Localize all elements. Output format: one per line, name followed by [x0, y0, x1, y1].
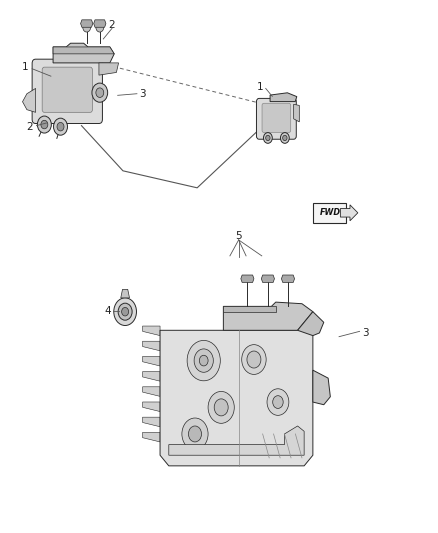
FancyBboxPatch shape	[262, 103, 291, 132]
FancyArrow shape	[340, 205, 358, 221]
Polygon shape	[313, 370, 330, 405]
Circle shape	[57, 123, 64, 131]
Circle shape	[194, 349, 213, 372]
Text: 1: 1	[257, 82, 264, 92]
Polygon shape	[143, 387, 160, 397]
Text: 3: 3	[362, 328, 369, 338]
Circle shape	[96, 22, 104, 32]
Polygon shape	[121, 289, 130, 298]
Circle shape	[182, 418, 208, 450]
Circle shape	[208, 391, 234, 423]
Circle shape	[214, 399, 228, 416]
Text: 1: 1	[21, 62, 28, 72]
Circle shape	[273, 395, 283, 408]
Circle shape	[188, 426, 201, 442]
Polygon shape	[169, 426, 304, 455]
Circle shape	[187, 341, 220, 381]
Polygon shape	[143, 417, 160, 427]
Polygon shape	[94, 20, 106, 27]
Circle shape	[280, 133, 289, 143]
Circle shape	[118, 303, 132, 320]
Polygon shape	[223, 302, 313, 330]
FancyBboxPatch shape	[32, 59, 102, 124]
Circle shape	[92, 83, 108, 102]
Circle shape	[83, 22, 91, 32]
Circle shape	[41, 120, 48, 129]
Polygon shape	[143, 372, 160, 381]
Polygon shape	[53, 43, 114, 63]
Polygon shape	[99, 63, 119, 75]
Polygon shape	[241, 275, 254, 282]
Circle shape	[283, 135, 287, 141]
Polygon shape	[143, 357, 160, 366]
Polygon shape	[297, 312, 324, 336]
Circle shape	[199, 356, 208, 366]
Polygon shape	[53, 47, 114, 54]
Text: 4: 4	[104, 305, 111, 316]
FancyBboxPatch shape	[257, 99, 296, 139]
Circle shape	[37, 116, 51, 133]
Text: 2: 2	[109, 20, 115, 30]
FancyBboxPatch shape	[313, 203, 346, 223]
Circle shape	[114, 298, 137, 326]
Polygon shape	[282, 275, 294, 282]
Circle shape	[242, 345, 266, 374]
Polygon shape	[270, 93, 297, 102]
Polygon shape	[143, 341, 160, 351]
Text: FWD: FWD	[319, 208, 340, 217]
Text: 2: 2	[26, 122, 32, 132]
Circle shape	[53, 118, 67, 135]
Circle shape	[247, 351, 261, 368]
Text: 3: 3	[139, 88, 146, 99]
Text: 5: 5	[235, 231, 242, 241]
Polygon shape	[293, 104, 299, 122]
Polygon shape	[22, 88, 35, 112]
Circle shape	[266, 135, 270, 141]
Polygon shape	[160, 330, 313, 466]
Circle shape	[122, 308, 129, 316]
Polygon shape	[223, 306, 276, 312]
Polygon shape	[143, 402, 160, 411]
Circle shape	[96, 88, 104, 98]
Circle shape	[267, 389, 289, 415]
FancyBboxPatch shape	[42, 67, 92, 112]
Polygon shape	[143, 432, 160, 442]
Circle shape	[264, 133, 272, 143]
Polygon shape	[261, 275, 275, 282]
Polygon shape	[143, 326, 160, 336]
Polygon shape	[81, 20, 93, 27]
